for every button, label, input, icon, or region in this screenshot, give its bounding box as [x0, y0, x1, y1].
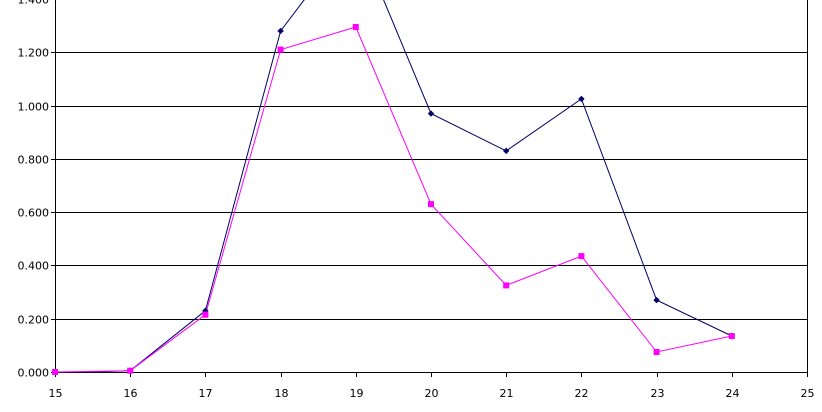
y-tick-label: 0.000 [18, 367, 50, 380]
x-tick-label: 17 [199, 387, 213, 400]
y-tick-label: 0.200 [18, 314, 50, 327]
series-2-point [653, 349, 660, 356]
x-tick-label: 22 [575, 387, 589, 400]
series-1-point [503, 147, 510, 155]
series-1-point [653, 296, 660, 304]
series-2-line [54, 26, 732, 373]
series-2-point [202, 311, 209, 318]
series-1-line [55, 0, 733, 373]
x-tick-label: 23 [651, 387, 665, 400]
y-tick-label: 0.400 [18, 260, 50, 273]
series-2-point [52, 369, 58, 375]
series-2-point [728, 333, 735, 340]
series-markers [51, 23, 735, 376]
x-tick-label: 18 [275, 387, 289, 400]
x-tick-label: 21 [500, 387, 514, 400]
series-2-point [428, 201, 434, 208]
y-tick-label: 0.600 [18, 207, 50, 220]
series-1-point [277, 27, 284, 35]
x-tick-label: 19 [350, 387, 364, 400]
x-tick-label: 24 [726, 387, 740, 400]
tick-labels: 0.000 0.200 0.400 0.600 0.800 1.000 1.200 1.400… [18, 0, 815, 400]
series-1-point [427, 110, 435, 117]
series-1-point [578, 95, 585, 103]
y-tick-label: 0.800 [18, 154, 50, 167]
y-tick-label: 1.000 [18, 101, 50, 114]
series-2-point [352, 23, 359, 30]
series-2-point [503, 282, 510, 289]
gridlines [55, 52, 807, 320]
axes [51, 0, 808, 377]
x-tick-label: 16 [124, 387, 138, 400]
series-2-point [277, 46, 284, 53]
x-tick-label: 20 [425, 387, 439, 400]
series-2-point [578, 253, 585, 260]
series-lines [54, 0, 733, 373]
series-2-point [127, 367, 134, 374]
x-tick-label: 25 [801, 387, 815, 400]
y-tick-label: 1.200 [18, 47, 50, 60]
y-tick-label: 1.400 [18, 0, 50, 7]
x-tick-label: 15 [49, 387, 63, 400]
